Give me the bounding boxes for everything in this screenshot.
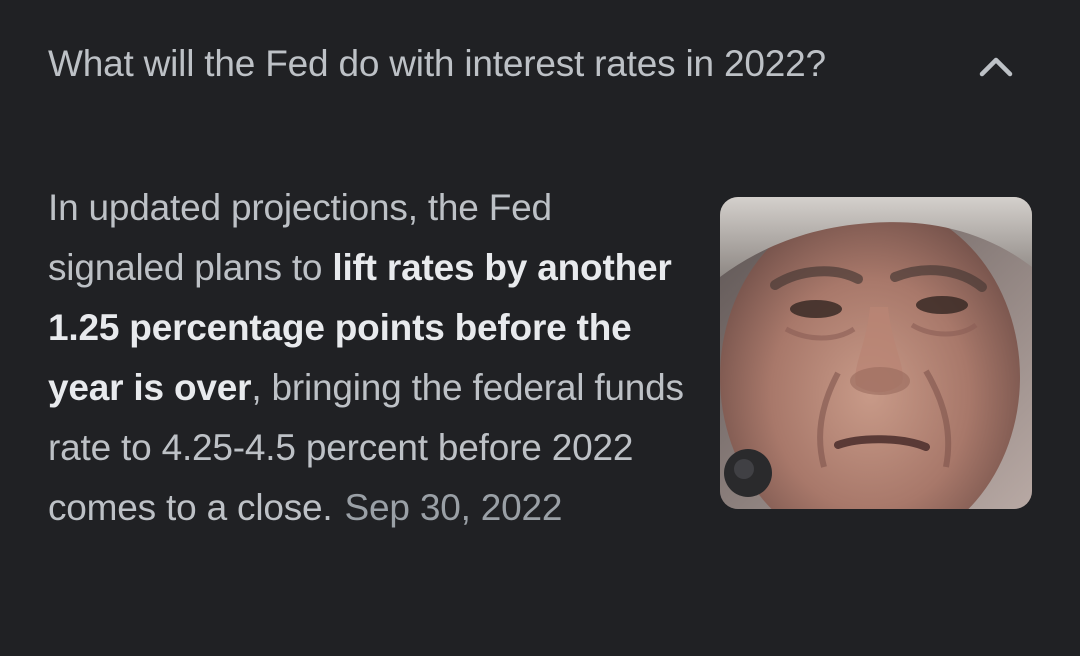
portrait-photo-icon — [720, 197, 1032, 509]
answer-text-part1: In updated projections, the Fed signaled… — [48, 187, 552, 288]
answer-date: Sep 30, 2022 — [344, 487, 563, 528]
answer-thumbnail-image[interactable] — [720, 197, 1032, 509]
faq-question-text[interactable]: What will the Fed do with interest rates… — [48, 43, 826, 84]
answer-text-part2: , bringing the federal funds rate to 4.2… — [48, 367, 684, 528]
answer-bold-highlight: lift rates by another 1.25 percentage po… — [48, 247, 672, 408]
chevron-up-icon[interactable] — [974, 48, 1018, 84]
faq-question-header[interactable]: What will the Fed do with interest rates… — [0, 0, 1080, 130]
faq-answer-snippet: In updated projections, the Fed signaled… — [48, 178, 688, 538]
